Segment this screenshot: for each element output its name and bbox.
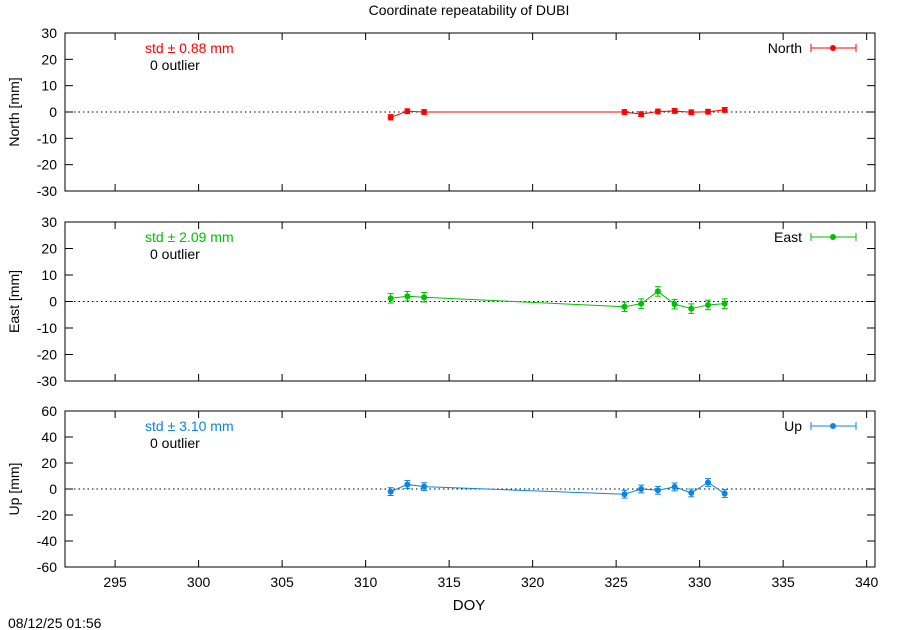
std-label: std ± 3.10 mm [145, 418, 234, 434]
y-tick-label: 0 [49, 294, 57, 310]
data-point [671, 301, 678, 308]
std-label: std ± 2.09 mm [145, 229, 234, 245]
y-axis-label: East [mm] [6, 270, 22, 333]
y-tick-label: -20 [37, 157, 57, 173]
data-point [654, 288, 661, 295]
y-tick-label: 20 [41, 51, 57, 67]
outlier-label: 0 outlier [150, 57, 200, 73]
x-tick-label: 305 [270, 574, 294, 590]
data-point [638, 111, 645, 118]
y-tick-label: 40 [41, 429, 57, 445]
x-tick-label: 325 [604, 574, 628, 590]
y-tick-label: -30 [37, 373, 57, 389]
x-tick-label: 310 [354, 574, 378, 590]
data-point [421, 483, 428, 490]
y-tick-label: -10 [37, 130, 57, 146]
data-point [421, 294, 428, 301]
outlier-label: 0 outlier [150, 435, 200, 451]
legend-marker [830, 45, 836, 51]
data-point [721, 300, 728, 307]
legend-label: North [768, 40, 802, 56]
outlier-label: 0 outlier [150, 246, 200, 262]
data-point [404, 293, 411, 300]
chart-title: Coordinate repeatability of DUBI [369, 2, 570, 18]
x-tick-label: 340 [855, 574, 879, 590]
legend-label: Up [784, 418, 802, 434]
x-tick-label: 330 [688, 574, 712, 590]
data-point [387, 295, 394, 302]
std-label: std ± 0.88 mm [145, 40, 234, 56]
data-point [704, 108, 711, 115]
data-point [421, 109, 428, 115]
data-point [704, 301, 711, 308]
y-tick-label: -30 [37, 183, 57, 199]
data-point [688, 305, 695, 312]
series-line-east [390, 290, 725, 310]
x-tick-label: 315 [437, 574, 461, 590]
x-tick-label: 300 [187, 574, 211, 590]
data-point [688, 109, 695, 116]
y-tick-label: -60 [37, 559, 57, 575]
x-tick-label: 320 [521, 574, 545, 590]
data-point [721, 490, 728, 497]
panel-north: -30 -20 -10 0 10 20 30 North [mm] std ± 0.88 mm0… [6, 25, 876, 199]
panel-up: -60 -40 -20 0 20 40 60 295 300 305 310 315 320 325 330… [6, 403, 879, 590]
y-tick-label: 60 [41, 403, 57, 419]
y-axis-label: North [mm] [6, 77, 22, 146]
data-point [704, 479, 711, 486]
y-tick-label: 20 [41, 241, 57, 257]
y-axis-label: Up [mm] [6, 463, 22, 516]
data-point [721, 106, 728, 113]
y-tick-label: 10 [41, 78, 57, 94]
legend-marker [830, 423, 836, 429]
data-point [387, 114, 394, 121]
timestamp: 08/12/25 01:56 [8, 615, 102, 630]
legend-marker [830, 234, 836, 240]
data-point [621, 303, 628, 310]
data-point [671, 483, 678, 490]
y-tick-label: 30 [41, 214, 57, 230]
y-tick-label: 10 [41, 267, 57, 283]
data-point [688, 489, 695, 496]
plot-frame [64, 410, 876, 568]
y-tick-label: 0 [49, 104, 57, 120]
plot-frame [64, 32, 876, 192]
data-point [387, 488, 394, 495]
y-tick-label: -20 [37, 507, 57, 523]
data-point [654, 487, 661, 494]
y-tick-label: -10 [37, 320, 57, 336]
data-point [404, 108, 411, 115]
y-tick-label: 30 [41, 25, 57, 41]
y-tick-label: 0 [49, 481, 57, 497]
data-point [621, 109, 628, 115]
x-tick-label: 295 [103, 574, 127, 590]
data-point [638, 486, 645, 492]
data-point [671, 107, 678, 114]
series-line-up [390, 481, 725, 495]
x-axis-label: DOY [453, 597, 486, 614]
legend-label: East [774, 229, 802, 245]
data-point [404, 481, 411, 488]
plot-frame [64, 221, 876, 382]
y-tick-label: -40 [37, 533, 57, 549]
data-point [654, 108, 661, 115]
data-point [638, 300, 645, 307]
y-tick-label: -20 [37, 347, 57, 363]
data-point [621, 491, 628, 498]
x-tick-label: 335 [771, 574, 795, 590]
y-tick-label: 20 [41, 455, 57, 471]
series-line-north [390, 109, 725, 118]
panel-east: -30 -20 -10 0 10 20 30 East [mm] std ± 2.09 mm0 … [6, 214, 876, 389]
